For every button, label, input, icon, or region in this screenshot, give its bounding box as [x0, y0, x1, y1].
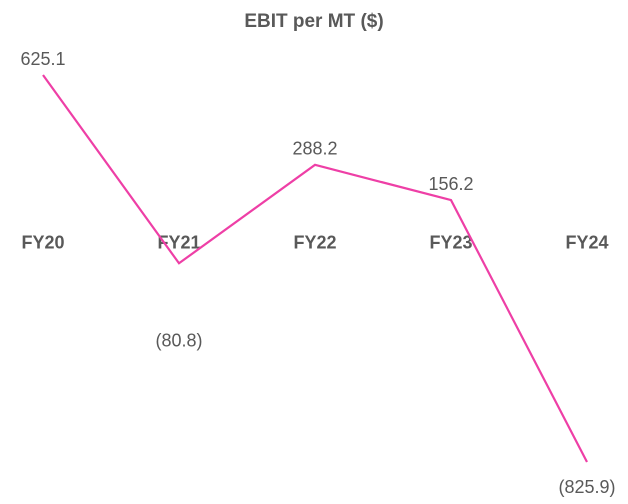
x-tick-label: FY22: [293, 232, 336, 252]
x-tick-label: FY23: [429, 232, 472, 252]
x-tick-label: FY20: [21, 232, 64, 252]
data-label: 625.1: [20, 49, 65, 69]
line: [42, 74, 588, 463]
x-tick-label: FY24: [565, 232, 608, 252]
chart-title: EBIT per MT ($): [244, 11, 383, 32]
data-label: (825.9): [558, 477, 615, 497]
data-label: 288.2: [292, 139, 337, 159]
data-label: 156.2: [428, 174, 473, 194]
data-label: (80.8): [155, 330, 202, 350]
